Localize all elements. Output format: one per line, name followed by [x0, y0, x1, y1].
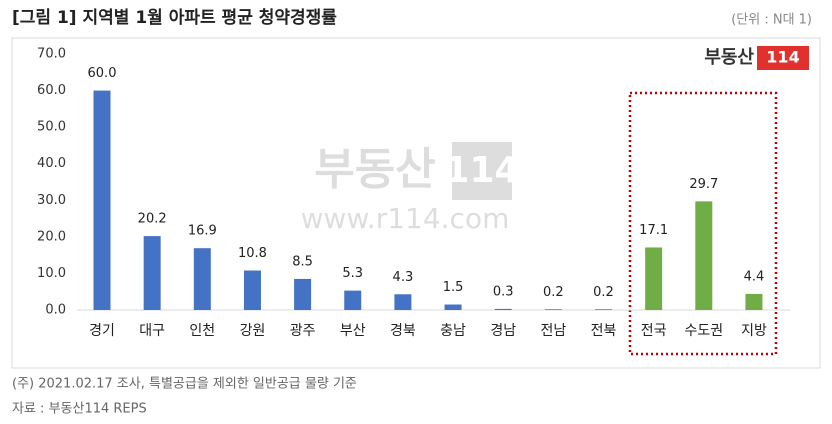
bar	[745, 293, 763, 310]
x-tick-label: 경북	[390, 323, 416, 339]
value-label: 0.2	[593, 285, 614, 300]
y-tick-label: 0.0	[45, 303, 66, 318]
chart-title: [그림 1] 지역별 1월 아파트 평균 청약경쟁률	[12, 7, 337, 28]
value-label: 4.4	[744, 269, 765, 284]
logo-number: 114	[766, 48, 799, 67]
y-tick-label: 70.0	[37, 47, 66, 62]
x-tick-label: 강원	[240, 323, 266, 339]
bar	[294, 278, 312, 310]
value-label: 16.9	[188, 224, 217, 239]
source: 자료 : 부동산114 REPS	[12, 402, 147, 417]
x-tick-label: 경남	[490, 323, 516, 339]
x-tick-label: 광주	[290, 323, 316, 339]
x-tick-label: 수도권	[684, 323, 723, 339]
chart-frame	[11, 37, 821, 369]
watermark-number: 114	[444, 150, 519, 191]
y-tick-label: 30.0	[37, 193, 66, 208]
value-label: 60.0	[88, 66, 117, 81]
highlight-box	[628, 91, 778, 356]
logo-box	[757, 46, 809, 70]
bar	[595, 309, 612, 310]
bar	[394, 294, 412, 310]
x-tick-label: 전국	[641, 323, 667, 339]
y-tick-label: 20.0	[37, 229, 66, 244]
value-label: 10.8	[238, 246, 267, 261]
x-tick-label: 인천	[189, 323, 215, 339]
bar	[695, 201, 713, 310]
logo-name: 부동산	[704, 47, 754, 68]
y-tick-label: 50.0	[37, 120, 66, 135]
bar	[143, 236, 161, 310]
value-label: 29.7	[689, 177, 718, 192]
x-tick-label: 충남	[440, 323, 466, 339]
x-tick-label: 지방	[741, 323, 767, 339]
value-label: 5.3	[342, 266, 363, 281]
x-tick-label: 전남	[540, 323, 566, 339]
bar	[444, 304, 462, 310]
bar	[243, 270, 261, 310]
bar	[645, 247, 663, 310]
watermark: 부동산 114 www.r114.com	[301, 142, 520, 235]
value-label: 4.3	[393, 270, 414, 285]
watermark-url: www.r114.com	[301, 202, 510, 235]
x-tick-label: 부산	[340, 323, 366, 339]
value-label: 0.2	[543, 285, 564, 300]
value-label: 8.5	[292, 254, 313, 269]
unit-note: (단위 : N대 1)	[731, 13, 812, 28]
y-tick-label: 60.0	[37, 83, 66, 98]
bar	[93, 90, 111, 310]
bar	[193, 248, 211, 310]
x-tick-label: 경기	[89, 323, 115, 339]
y-tick-label: 40.0	[37, 156, 66, 171]
value-label: 20.2	[138, 212, 167, 227]
bar	[344, 290, 362, 310]
watermark-name: 부동산	[314, 144, 435, 195]
footnote: (주) 2021.02.17 조사, 특별공급을 제외한 일반공급 물량 기준	[12, 377, 357, 392]
watermark-box	[452, 142, 512, 200]
x-tick-label: 전북	[591, 323, 617, 339]
bar	[544, 309, 562, 310]
y-tick-label: 10.0	[37, 266, 66, 281]
value-label: 17.1	[639, 223, 668, 238]
value-label: 0.3	[493, 284, 514, 299]
bar	[494, 308, 512, 310]
value-label: 1.5	[443, 280, 464, 295]
x-tick-label: 대구	[139, 323, 165, 339]
